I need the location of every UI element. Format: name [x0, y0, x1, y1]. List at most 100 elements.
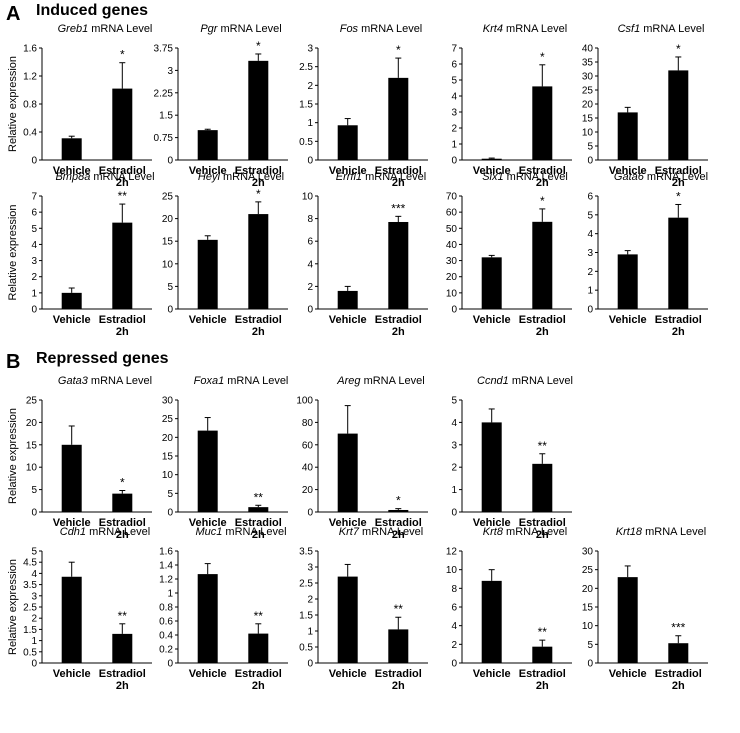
chart-panel-pgr: Pgr mRNA Level 0 0.75 1.5 2.25 3 3.75 * Vehicle E…	[154, 23, 288, 189]
title-suffix: mRNA Level	[362, 171, 426, 183]
y-tick-label: 0	[587, 156, 593, 167]
y-tick-label: 0	[167, 156, 173, 167]
chart-title: Pgr mRNA Level	[200, 23, 281, 35]
gene-name: Krt7	[339, 526, 360, 538]
y-tick-label: 0	[307, 508, 313, 519]
y-tick-label: 15	[26, 440, 38, 451]
y-tick-label: 15	[582, 114, 594, 125]
category-label: 2h	[392, 680, 405, 692]
category-label: Estradiol	[519, 314, 566, 326]
significance-marker: **	[538, 439, 548, 453]
y-tick-label: 2.5	[23, 603, 37, 614]
bar	[197, 574, 218, 663]
significance-marker: *	[256, 187, 261, 201]
gene-name: Bmp8a	[55, 171, 90, 183]
chart-panel-bmp8a: Bmp8a mRNA Level 0 1 2 3 4 5 6 7 ** Vehicle Estradi…	[31, 171, 154, 338]
gene-name: Gata3	[58, 375, 89, 387]
significance-marker: **	[254, 490, 264, 504]
y-tick-label: 50	[446, 224, 458, 235]
category-label: Vehicle	[53, 517, 91, 529]
section-letter: A	[6, 3, 20, 25]
bar	[61, 138, 82, 160]
y-tick-label: 30	[582, 547, 594, 558]
y-tick-label: 4	[451, 92, 457, 103]
y-tick-label: 3	[307, 563, 313, 574]
y-axis-label: Relative expression	[7, 56, 19, 152]
chart-panel-foxa1: Foxa1 mRNA Level 0 5 10 15 20 25 30 ** Vehicle Est…	[162, 375, 289, 541]
gene-name: Csf1	[618, 23, 641, 35]
y-tick-label: 0.6	[159, 617, 173, 628]
y-tick-label: 35	[582, 58, 594, 69]
title-suffix: mRNA Level	[222, 526, 286, 538]
bar	[668, 217, 689, 309]
y-tick-label: 0.4	[159, 631, 173, 642]
y-tick-label: 3.5	[299, 547, 313, 558]
title-suffix: mRNA Level	[361, 375, 425, 387]
chart-title: Six1 mRNA Level	[482, 171, 568, 183]
y-tick-label: 20	[26, 418, 38, 429]
y-tick-label: 0	[31, 156, 37, 167]
y-tick-label: 0	[31, 659, 37, 670]
bar	[617, 254, 638, 309]
y-tick-label: 25	[582, 86, 594, 97]
y-tick-label: 100	[296, 396, 313, 407]
bar	[61, 292, 82, 309]
bar	[337, 576, 358, 663]
category-label: Estradiol	[655, 165, 702, 177]
y-tick-label: 1	[587, 286, 593, 297]
y-tick-label: 0.2	[159, 645, 173, 656]
gene-name: Pgr	[200, 23, 218, 35]
bar	[61, 444, 82, 512]
y-tick-label: 25	[26, 396, 38, 407]
chart-title: Cdh1 mRNA Level	[60, 526, 151, 538]
y-tick-label: 0.4	[23, 128, 37, 139]
bar	[248, 60, 269, 160]
category-label: 2h	[392, 326, 405, 338]
category-label: Vehicle	[329, 165, 367, 177]
gene-name: Muc1	[195, 526, 222, 538]
y-tick-label: 2	[307, 282, 313, 293]
category-label: 2h	[536, 680, 549, 692]
category-label: 2h	[392, 177, 405, 189]
bar	[388, 629, 409, 663]
bar	[668, 643, 689, 663]
bar	[61, 576, 82, 663]
y-tick-label: 1.2	[159, 575, 173, 586]
bar	[388, 509, 409, 512]
y-tick-label: 3	[31, 256, 37, 267]
title-suffix: mRNA Level	[509, 375, 573, 387]
y-tick-label: 20	[446, 272, 458, 283]
y-tick-label: 1.2	[23, 72, 37, 83]
y-tick-label: 2	[451, 124, 457, 135]
y-tick-label: 0	[31, 305, 37, 316]
chart-title: Krt4 mRNA Level	[483, 23, 567, 35]
bar	[112, 493, 133, 512]
chart-panel-muc1: Muc1 mRNA Level 0 0.2 0.4 0.6 0.8 1 1.2 1.4 1.6 **…	[159, 526, 288, 692]
y-tick-label: 0.8	[159, 603, 173, 614]
bar	[617, 577, 638, 663]
y-tick-label: 0	[451, 305, 457, 316]
y-tick-label: 4	[31, 240, 37, 251]
y-tick-label: 25	[582, 565, 594, 576]
category-label: 2h	[252, 326, 265, 338]
chart-title: Ccnd1 mRNA Level	[477, 375, 573, 387]
chart-panel-cdh1: Cdh1 mRNA Level 00.511.522.533.544.55 ** Ve…	[23, 526, 152, 692]
category-label: 2h	[252, 529, 265, 541]
bar	[112, 633, 133, 663]
y-tick-label: 15	[162, 237, 174, 248]
chart-title: Fos mRNA Level	[340, 23, 423, 35]
category-label: Vehicle	[53, 314, 91, 326]
chart-panel-krt4: Krt4 mRNA Level 0 1 2 3 4 5 6 7 * Vehicle Estradiol…	[451, 23, 572, 189]
y-tick-label: 0	[587, 659, 593, 670]
title-suffix: mRNA Level	[86, 526, 150, 538]
significance-marker: ***	[671, 621, 685, 635]
bar	[337, 290, 358, 309]
y-tick-label: 20	[582, 100, 594, 111]
y-tick-label: 3	[31, 591, 37, 602]
category-label: Estradiol	[375, 165, 422, 177]
y-tick-label: 0	[451, 659, 457, 670]
y-tick-label: 5	[31, 224, 37, 235]
chart-title: Csf1 mRNA Level	[618, 23, 705, 35]
category-label: Estradiol	[375, 517, 422, 529]
bar	[197, 130, 218, 160]
